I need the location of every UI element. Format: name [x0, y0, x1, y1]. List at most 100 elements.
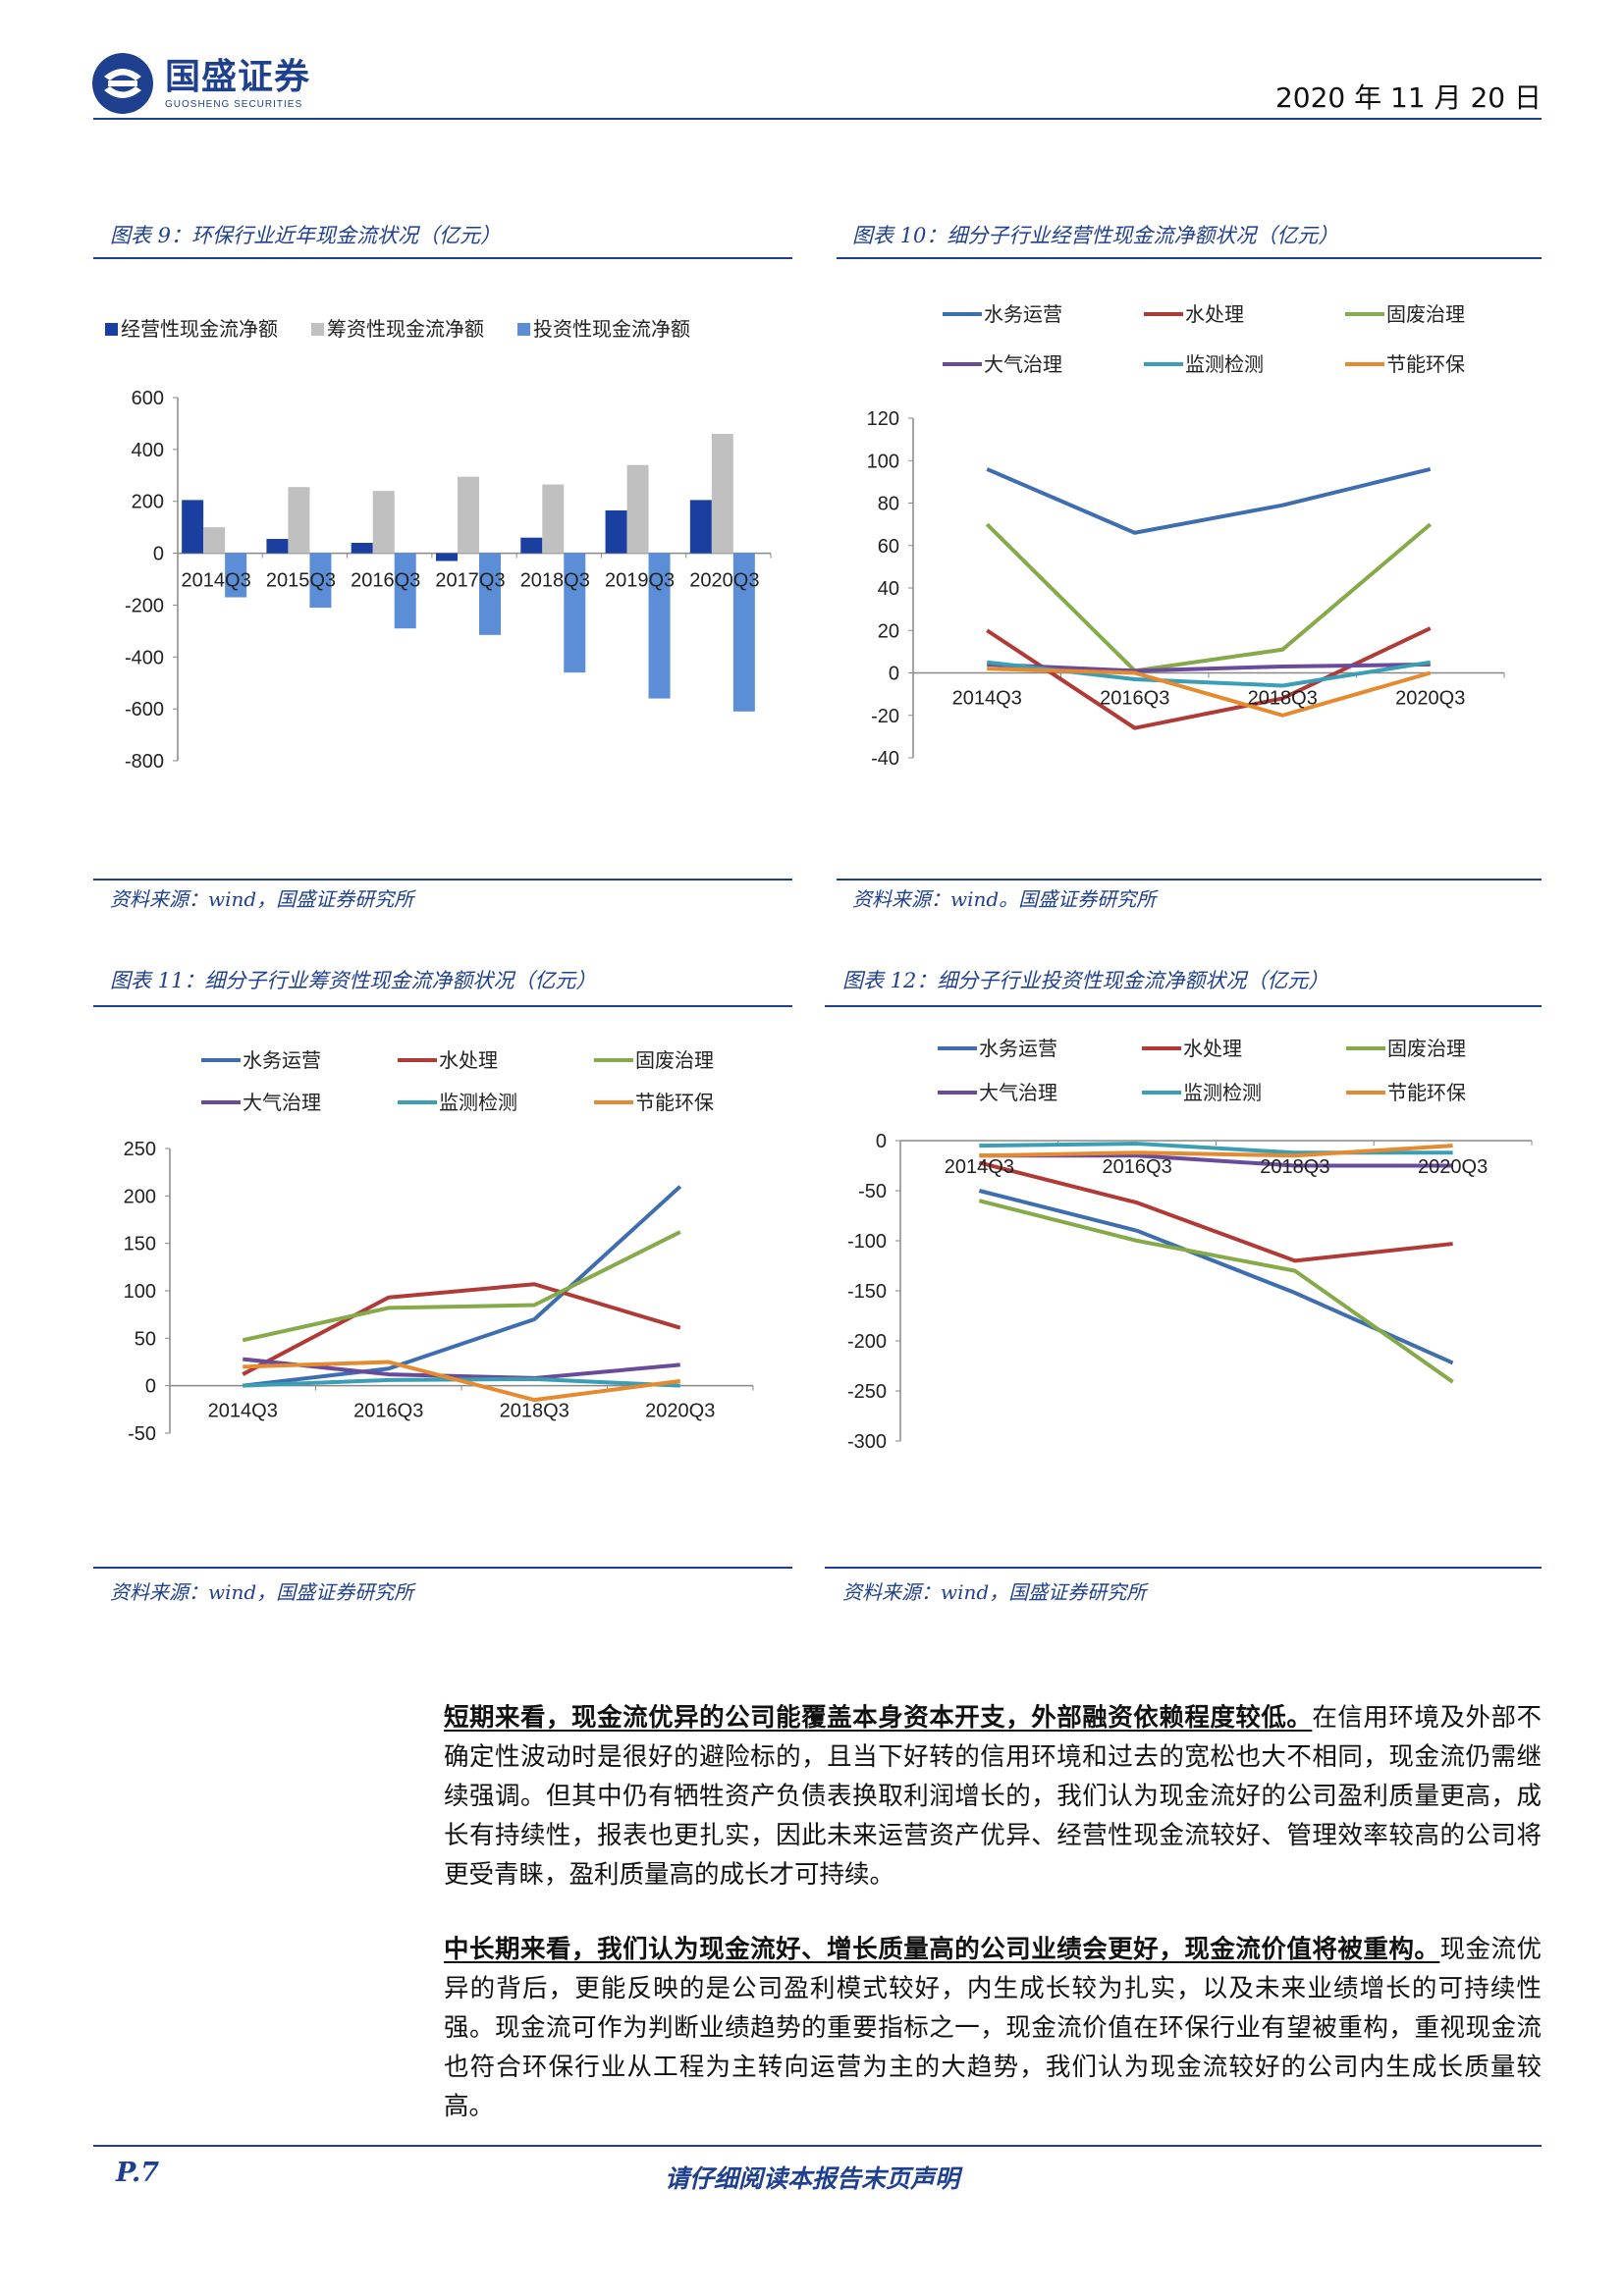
paragraph-lead: 中长期来看，我们认为现金流好、增长质量高的公司业绩会更好，现金流价值将被重构。 — [444, 1935, 1440, 1964]
x-tick-label: 2020Q3 — [1418, 1156, 1488, 1178]
bar — [542, 484, 565, 554]
series-line — [242, 1230, 681, 1343]
figure-rule — [93, 1005, 792, 1007]
series-line — [978, 1189, 1454, 1365]
x-tick-label: 2014Q3 — [182, 570, 251, 592]
series-line — [242, 1282, 681, 1376]
y-tick-label: 40 — [878, 578, 899, 600]
y-tick-label: 0 — [153, 544, 164, 565]
y-tick-label: -400 — [125, 647, 164, 668]
legend-label: 节能环保 — [1387, 1081, 1466, 1104]
y-tick-label: -20 — [871, 706, 899, 727]
x-tick-label: 2018Q3 — [520, 570, 590, 592]
series-line — [978, 1199, 1454, 1384]
y-tick-label: 100 — [867, 451, 899, 472]
bar — [182, 500, 204, 554]
header-divider — [93, 118, 1542, 120]
y-tick-label: 0 — [145, 1376, 156, 1398]
x-tick-label: 2018Q3 — [500, 1401, 569, 1422]
figure-rule — [837, 257, 1542, 259]
y-tick-label: 250 — [124, 1139, 156, 1160]
figure-rule — [93, 1567, 792, 1569]
figure-title: 图表 10：细分子行业经营性现金流净额状况（亿元） — [852, 224, 1339, 247]
paragraph-lead: 短期来看，现金流优异的公司能覆盖本身资本开支，外部融资依赖程度较低。 — [444, 1703, 1313, 1733]
series-line — [985, 522, 1433, 673]
x-tick-label: 2015Q3 — [266, 570, 336, 592]
series-line — [987, 667, 1432, 718]
paragraph-body: 现金流优异的背后，更能反映的是公司盈利模式较好，内生成长较为扎实，以及未来业绩增… — [444, 1935, 1542, 2121]
figure-rule — [837, 879, 1542, 881]
legend-swatch — [105, 323, 118, 336]
figure-rule — [825, 1005, 1542, 1007]
y-tick-label: 120 — [867, 408, 899, 430]
figure-rule — [93, 879, 792, 881]
y-tick-label: -150 — [847, 1281, 887, 1303]
legend-label: 水务运营 — [984, 302, 1062, 326]
y-tick-label: 60 — [878, 536, 899, 558]
legend-label: 水处理 — [439, 1048, 498, 1072]
bar — [648, 553, 671, 699]
x-tick-label: 2020Q3 — [1395, 688, 1465, 710]
y-tick-label: 50 — [135, 1328, 156, 1350]
footer-disclaimer: 请仔细阅读本报告末页声明 — [664, 2164, 959, 2193]
bar — [351, 543, 373, 554]
bar — [458, 476, 479, 554]
brand-subtitle: GUOSHENG SECURITIES — [165, 98, 303, 110]
y-tick-label: 20 — [878, 620, 899, 642]
series-line — [986, 626, 1432, 730]
y-tick-label: 400 — [132, 440, 164, 461]
legend-label: 投资性现金流净额 — [533, 317, 690, 341]
y-tick-label: 600 — [132, 388, 164, 409]
figure-title: 图表 11：细分子行业筹资性现金流净额状况（亿元） — [110, 969, 597, 992]
bar — [372, 491, 395, 554]
series-line — [979, 1153, 1453, 1168]
figure-source: 资料来源：wind，国盛证券研究所 — [110, 1580, 414, 1604]
paragraph-body: 在信用环境及外部不确定性波动时是很好的避险标的，且当下好转的信用环境和过去的宽松… — [444, 1703, 1542, 1890]
bar — [309, 553, 332, 609]
y-tick-label: -200 — [847, 1331, 887, 1353]
legend-label: 监测检测 — [439, 1091, 517, 1114]
y-tick-label: -250 — [847, 1381, 887, 1403]
legend-label: 筹资性现金流净额 — [327, 317, 484, 341]
y-tick-label: 200 — [124, 1186, 156, 1207]
legend-label: 水处理 — [1183, 1037, 1242, 1060]
x-tick-label: 2020Q3 — [645, 1401, 715, 1422]
series-line — [986, 466, 1432, 535]
brand-logo: 国盛证券 GUOSHENG SECURITIES — [90, 51, 310, 116]
y-tick-label: -40 — [871, 748, 899, 770]
x-tick-label: 2018Q3 — [1248, 688, 1318, 710]
y-tick-label: 200 — [132, 492, 164, 513]
series-line — [979, 1144, 1453, 1158]
figure-source: 资料来源：wind，国盛证券研究所 — [110, 887, 414, 911]
x-tick-label: 2016Q3 — [1103, 1156, 1172, 1178]
legend-label: 节能环保 — [635, 1091, 714, 1114]
x-tick-label: 2014Q3 — [945, 1156, 1014, 1178]
bar — [605, 509, 627, 554]
figure-source: 资料来源：wind，国盛证券研究所 — [842, 1580, 1147, 1604]
y-tick-label: -50 — [128, 1423, 156, 1445]
paragraph-long-term: 中长期来看，我们认为现金流好、增长质量高的公司业绩会更好，现金流价值将被重构。现… — [444, 1930, 1542, 2126]
bar — [288, 487, 310, 554]
logo-icon — [92, 53, 153, 114]
series-line — [243, 1185, 682, 1388]
bar — [520, 537, 543, 554]
paragraph-short-term: 短期来看，现金流优异的公司能覆盖本身资本开支，外部融资依赖程度较低。在信用环境及… — [444, 1698, 1542, 1895]
y-tick-label: -200 — [125, 595, 164, 616]
legend-label: 固废治理 — [1386, 302, 1465, 326]
series-line — [979, 1142, 1453, 1155]
y-tick-label: -100 — [847, 1231, 887, 1253]
y-tick-label: -600 — [125, 699, 164, 721]
y-tick-label: 100 — [124, 1281, 156, 1303]
series-line — [978, 1160, 1453, 1263]
bar — [266, 539, 289, 554]
chart-cashflow-industry: 经营性现金流净额 筹资性现金流净额 投资性现金流净额 600 400 200 0 -200 -4… — [105, 317, 772, 773]
figure-rule — [825, 1567, 1542, 1569]
x-tick-label: 2018Q3 — [1260, 1156, 1329, 1178]
legend-label: 大气治理 — [984, 352, 1062, 376]
legend-label: 监测检测 — [1185, 352, 1264, 376]
series-line — [987, 662, 1431, 673]
legend-label: 大气治理 — [243, 1091, 321, 1114]
y-tick-label: -800 — [125, 751, 164, 773]
legend-label: 水务运营 — [243, 1048, 321, 1072]
